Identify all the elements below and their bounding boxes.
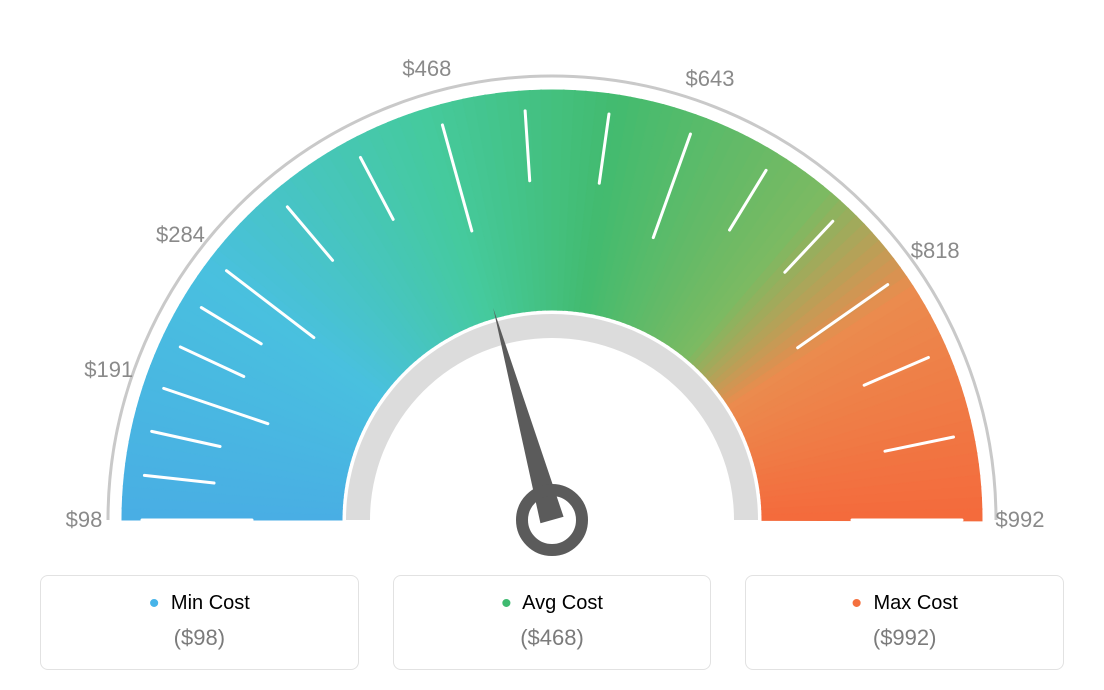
gauge-tick-label: $191 xyxy=(84,357,133,383)
legend-title-min: • Min Cost xyxy=(51,592,348,615)
cost-gauge: $98 $191 $284 $468 $643 $818 $992 xyxy=(0,0,1104,560)
legend-card-max: • Max Cost ($992) xyxy=(745,575,1064,670)
legend-value-min: ($98) xyxy=(51,625,348,651)
gauge-tick-label: $643 xyxy=(686,66,735,92)
dot-icon: • xyxy=(501,587,512,620)
dot-icon: • xyxy=(149,587,160,620)
gauge-svg xyxy=(0,0,1104,560)
legend-title-text: Avg Cost xyxy=(522,592,603,614)
legend-title-avg: • Avg Cost xyxy=(404,592,701,615)
legend-value-avg: ($468) xyxy=(404,625,701,651)
legend-card-avg: • Avg Cost ($468) xyxy=(393,575,712,670)
legend-value-max: ($992) xyxy=(756,625,1053,651)
legend-card-min: • Min Cost ($98) xyxy=(40,575,359,670)
legend-title-max: • Max Cost xyxy=(756,592,1053,615)
gauge-tick-label: $284 xyxy=(156,222,205,248)
gauge-tick-label: $818 xyxy=(911,238,960,264)
gauge-tick-label: $468 xyxy=(402,56,451,82)
legend-title-text: Max Cost xyxy=(873,592,957,614)
legend-row: • Min Cost ($98) • Avg Cost ($468) • Max… xyxy=(0,575,1104,670)
dot-icon: • xyxy=(851,587,862,620)
gauge-tick-label: $98 xyxy=(66,507,103,533)
legend-title-text: Min Cost xyxy=(171,592,250,614)
gauge-tick-label: $992 xyxy=(996,507,1045,533)
